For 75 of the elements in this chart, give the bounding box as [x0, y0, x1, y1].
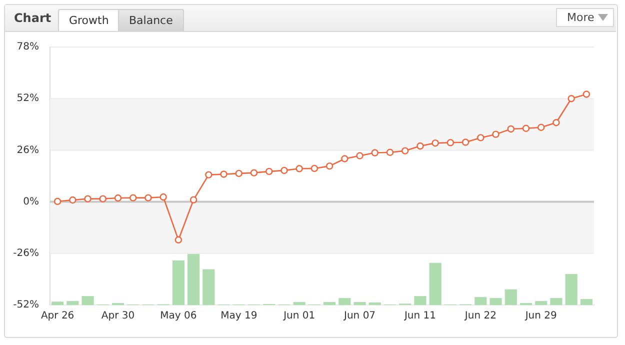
y-tick-label: 52% [16, 93, 39, 104]
point [160, 193, 167, 201]
point [250, 169, 258, 176]
point [266, 168, 273, 176]
bar [324, 302, 336, 305]
bar [490, 298, 502, 305]
point [114, 194, 122, 202]
bar [52, 302, 64, 305]
bar [429, 262, 442, 305]
point [99, 195, 106, 202]
y-tick-label: 26% [16, 144, 39, 156]
point [552, 119, 560, 126]
bar [188, 254, 200, 305]
text: Balance [118, 9, 184, 31]
bar [202, 269, 215, 305]
point [371, 149, 378, 156]
point [538, 124, 545, 131]
x-tick-label: May 06 [160, 310, 197, 322]
y-tick-label: 78% [16, 42, 39, 53]
x-tick-label: Jun 11 [403, 310, 436, 322]
text: More [567, 11, 594, 24]
point [522, 124, 530, 132]
x-tick-label: Jun 29 [524, 310, 557, 322]
bar [504, 289, 517, 305]
point [174, 236, 182, 244]
point [130, 194, 137, 202]
bar [550, 298, 562, 305]
y-tick-label: -52% [13, 300, 39, 311]
bar [82, 296, 94, 305]
bar [293, 302, 306, 305]
x-tick-label: May 19 [220, 310, 258, 322]
x-tick-label: Jun 07 [343, 310, 376, 322]
point [462, 138, 470, 146]
point [69, 196, 76, 204]
bar [414, 296, 426, 305]
point [54, 198, 62, 206]
bar [172, 260, 184, 305]
point [144, 194, 152, 202]
bar [338, 298, 351, 305]
point [356, 152, 364, 160]
text: Growth [58, 9, 120, 31]
point [296, 165, 303, 172]
point [341, 155, 348, 162]
point [205, 171, 212, 178]
point [582, 90, 590, 98]
x-tick-label: Jun 22 [464, 310, 496, 322]
bar [580, 299, 592, 305]
point [446, 139, 454, 146]
point [386, 148, 394, 156]
x-tick-label: Apr 30 [101, 310, 135, 322]
point [84, 195, 92, 202]
bar [354, 302, 366, 305]
bar [565, 274, 578, 305]
point [310, 164, 318, 172]
point [492, 130, 500, 138]
point [402, 147, 409, 154]
x-tick-label: Jun 01 [282, 310, 316, 322]
point [220, 170, 228, 178]
bar [535, 301, 548, 305]
bar [368, 302, 381, 305]
bar [474, 297, 487, 305]
bar [66, 301, 79, 305]
point [568, 95, 575, 102]
y-tick-label: -26% [13, 248, 39, 259]
point [280, 166, 288, 174]
x-tick-label: Apr 26 [40, 310, 74, 322]
point [432, 139, 439, 147]
point [507, 125, 514, 133]
point [416, 142, 424, 150]
point [235, 170, 242, 178]
point [477, 134, 484, 142]
y-tick-label: 0% [23, 196, 39, 208]
chart-title: Chart [14, 11, 52, 25]
point [190, 196, 198, 204]
point [326, 162, 334, 170]
